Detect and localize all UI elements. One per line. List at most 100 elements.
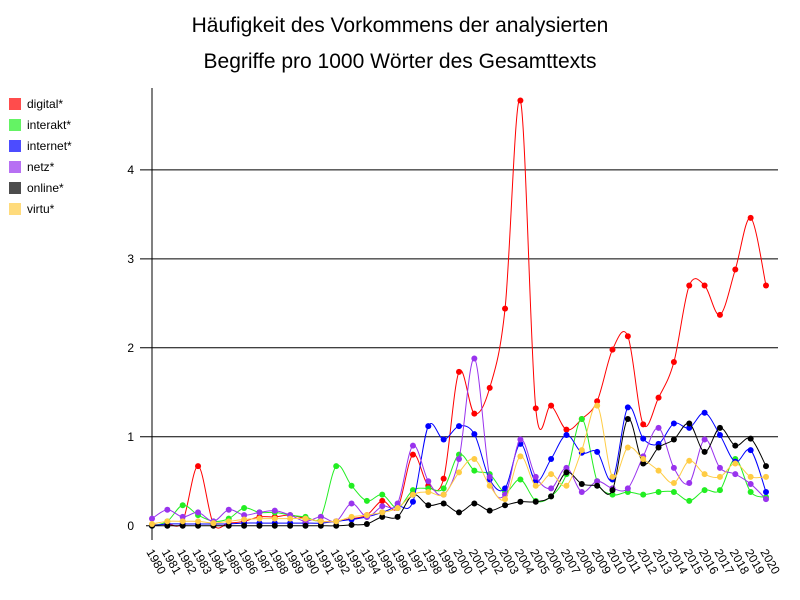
point xyxy=(409,498,416,505)
point xyxy=(502,305,509,312)
point xyxy=(379,491,386,498)
point xyxy=(548,493,555,500)
point xyxy=(655,467,662,474)
point xyxy=(271,515,278,522)
point xyxy=(271,522,278,529)
point xyxy=(655,394,662,401)
series: digital* xyxy=(9,97,769,529)
legend-swatch xyxy=(9,119,21,131)
point xyxy=(578,415,585,422)
point xyxy=(640,491,647,498)
legend-label: online* xyxy=(27,181,64,195)
point xyxy=(394,504,401,511)
point xyxy=(640,435,647,442)
point xyxy=(670,420,677,427)
point xyxy=(425,478,432,485)
point xyxy=(225,522,232,529)
point xyxy=(425,488,432,495)
point xyxy=(517,498,524,505)
series: interakt* xyxy=(9,118,769,529)
point xyxy=(440,436,447,443)
point xyxy=(763,463,769,470)
point xyxy=(716,487,723,494)
point xyxy=(624,415,631,422)
point xyxy=(179,502,186,509)
point xyxy=(440,500,447,507)
point xyxy=(425,502,432,509)
point xyxy=(348,482,355,489)
point xyxy=(701,471,708,478)
point xyxy=(640,460,647,467)
point xyxy=(763,473,769,480)
point xyxy=(195,518,202,525)
point xyxy=(532,482,539,489)
point xyxy=(333,518,340,525)
point xyxy=(241,516,248,523)
point xyxy=(747,480,754,487)
point xyxy=(548,471,555,478)
point xyxy=(486,384,493,391)
point xyxy=(409,491,416,498)
point xyxy=(456,456,462,463)
point xyxy=(210,520,217,527)
point xyxy=(716,473,723,480)
point xyxy=(394,500,401,507)
point xyxy=(348,500,355,507)
point xyxy=(379,497,386,504)
point xyxy=(716,424,723,431)
series: netz* xyxy=(9,160,769,525)
point xyxy=(716,464,723,471)
point xyxy=(763,488,769,495)
point xyxy=(701,282,708,289)
point xyxy=(640,421,647,428)
point xyxy=(241,512,248,519)
point xyxy=(701,487,708,494)
point xyxy=(747,447,754,454)
point xyxy=(747,473,754,480)
legend-label: virtu* xyxy=(27,202,55,216)
point xyxy=(486,482,493,489)
point xyxy=(686,282,693,289)
point xyxy=(670,488,677,495)
point xyxy=(594,448,601,455)
point xyxy=(502,496,509,503)
point xyxy=(670,480,677,487)
point xyxy=(517,97,524,104)
point xyxy=(317,522,324,529)
legend-swatch xyxy=(9,161,21,173)
point xyxy=(348,513,355,520)
point xyxy=(747,214,754,221)
point xyxy=(701,436,708,443)
point xyxy=(225,506,232,513)
point xyxy=(517,436,524,443)
point xyxy=(225,518,232,525)
point xyxy=(624,485,631,492)
legend-label: internet* xyxy=(27,139,72,153)
chart-title: Häufigkeit des Vorkommens der analysiert… xyxy=(192,14,609,37)
point xyxy=(640,456,647,463)
point xyxy=(471,410,478,417)
point xyxy=(394,513,401,520)
point xyxy=(456,368,462,375)
point xyxy=(195,509,202,516)
point xyxy=(164,506,171,513)
point xyxy=(241,522,248,529)
y-tick-label: 2 xyxy=(127,341,134,355)
point xyxy=(548,402,555,409)
point xyxy=(670,436,677,443)
point xyxy=(179,513,186,520)
point xyxy=(471,431,478,438)
point xyxy=(456,509,462,516)
point xyxy=(440,485,447,492)
point xyxy=(670,464,677,471)
point xyxy=(517,476,524,483)
point xyxy=(578,488,585,495)
y-tick-label: 0 xyxy=(127,519,134,533)
series: online* xyxy=(9,181,769,529)
point xyxy=(471,355,478,362)
point xyxy=(256,515,263,522)
y-tick-label: 1 xyxy=(127,430,134,444)
point xyxy=(502,485,509,492)
point xyxy=(624,404,631,411)
